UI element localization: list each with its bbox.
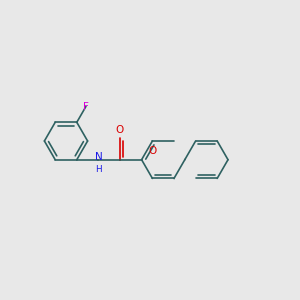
Text: F: F xyxy=(83,102,89,112)
Text: O: O xyxy=(148,146,157,156)
Text: N: N xyxy=(94,152,102,162)
Text: O: O xyxy=(116,125,124,135)
Text: H: H xyxy=(95,165,102,174)
